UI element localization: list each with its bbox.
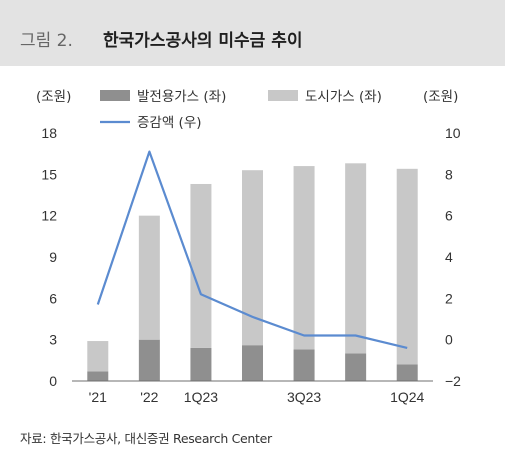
line-layer	[96, 150, 408, 349]
y-left-tick-label: 6	[49, 290, 57, 306]
y-right-tick-label: 2	[445, 290, 453, 306]
bar-city-gas	[87, 341, 109, 372]
bars-layer	[87, 163, 418, 381]
figure-title: 한국가스공사의 미수금 추이	[103, 31, 303, 51]
y-right-tick-label: 8	[445, 166, 453, 182]
source-note: 자료: 한국가스공사, 대신증권 Research Center	[20, 431, 272, 446]
x-tick-label: 1Q24	[390, 389, 424, 405]
x-tick-label: '21	[89, 389, 107, 405]
bar-power-gas	[138, 339, 160, 381]
axes-layer: 0 3 6 9 12 15 18 −2 0 2 4 6 8 10 (조원) (조원) '21 '22 1Q23 3Q2…	[36, 89, 461, 405]
y-right-tick-label: 10	[445, 125, 461, 141]
legend: 발전용가스 (좌) 도시가스 (좌) 증감액 (우)	[100, 89, 382, 131]
y-left-tick-label: 12	[41, 208, 57, 224]
legend-item-change-label: 증감액 (우)	[137, 115, 202, 131]
y-left-tick-label: 18	[41, 125, 57, 141]
line-change-series	[96, 150, 408, 349]
legend-item-city-gas-label: 도시가스 (좌)	[305, 89, 382, 105]
legend-item-power-gas-swatch	[100, 90, 130, 101]
y-right-unit: (조원)	[423, 89, 458, 105]
y-left-tick-label: 9	[49, 249, 57, 265]
figure-label: 그림 2.	[20, 31, 73, 51]
x-tick-label: 1Q23	[184, 389, 218, 405]
bar-power-gas	[87, 371, 109, 381]
bar-city-gas	[138, 215, 160, 340]
bar-power-gas	[293, 349, 315, 381]
y-right-tick-label: 4	[445, 249, 453, 265]
bar-power-gas	[345, 353, 367, 381]
y-right-tick-label: −2	[445, 373, 461, 389]
bar-city-gas	[293, 166, 315, 350]
bar-city-gas	[190, 183, 212, 348]
x-tick-label: '22	[140, 389, 158, 405]
y-right-tick-label: 0	[445, 332, 453, 348]
bar-power-gas	[242, 345, 263, 381]
bar-city-gas	[396, 168, 418, 365]
bar-city-gas	[345, 163, 367, 354]
y-left-tick-label: 3	[49, 332, 57, 348]
bar-power-gas	[190, 347, 212, 381]
bar-power-gas	[396, 364, 418, 381]
x-tick-label: 3Q23	[287, 389, 321, 405]
bar-city-gas	[242, 170, 263, 346]
y-left-unit: (조원)	[36, 89, 71, 105]
y-right-tick-label: 6	[445, 208, 453, 224]
legend-item-power-gas-label: 발전용가스 (좌)	[137, 89, 226, 105]
legend-item-city-gas-swatch	[268, 90, 298, 101]
y-left-tick-label: 15	[41, 166, 57, 182]
y-left-tick-label: 0	[49, 373, 57, 389]
title-bar: 그림 2. 한국가스공사의 미수금 추이	[0, 0, 505, 66]
